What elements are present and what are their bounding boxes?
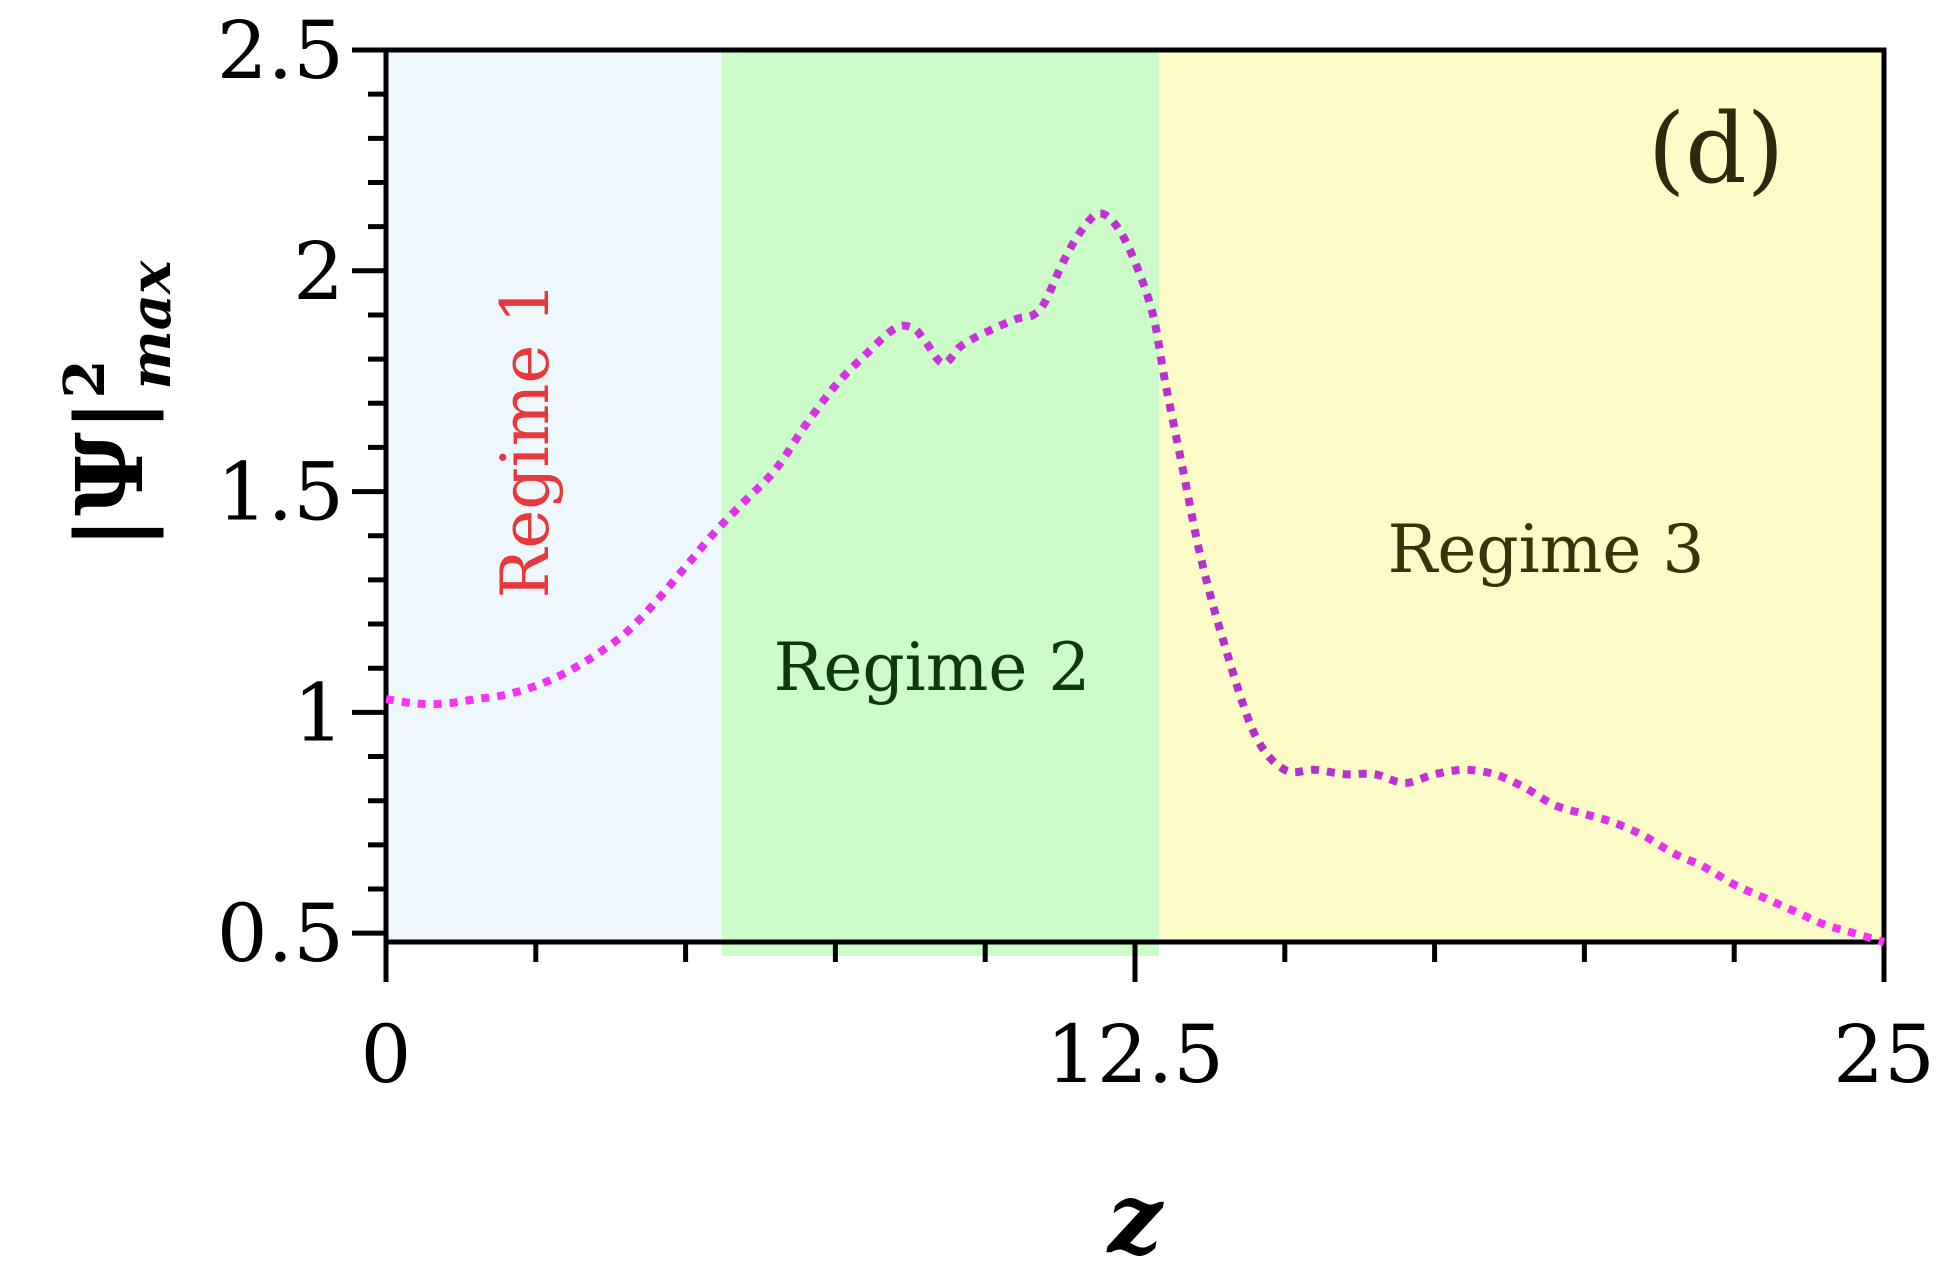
x-tick-label: 0	[361, 1008, 412, 1101]
regime-3-label: Regime 3	[1388, 511, 1705, 588]
series-line-1	[385, 209, 1886, 946]
panel-label: (d)	[1648, 93, 1784, 205]
y-tick-label: 2	[293, 225, 344, 318]
y-axis-title-sup: 2	[52, 360, 118, 399]
regime-region-2	[721, 50, 1159, 956]
regime-regions	[386, 50, 1884, 956]
y-tick-label: 0.5	[217, 887, 344, 980]
y-axis-title-base: |Ψ|	[56, 398, 164, 549]
regime-1-label: Regime 1	[487, 282, 564, 599]
y-tick-label: 2.5	[217, 4, 344, 97]
regime-region-1	[386, 50, 722, 942]
y-axis-title-sub: max	[118, 260, 184, 390]
x-tick-label: 25	[1833, 1008, 1935, 1101]
y-tick-label: 1.5	[217, 446, 344, 539]
regime-2-label: Regime 2	[774, 629, 1091, 706]
x-tick-label: 12.5	[1046, 1008, 1224, 1101]
y-tick-label: 1	[293, 666, 344, 759]
axis-ticks	[352, 47, 1887, 982]
y-axis-title: |Ψ|2max	[52, 260, 184, 549]
tick-labels: 0.5 1 1.5 2 2.5 0 12.5 25	[217, 4, 1935, 1101]
regime-labels: Regime 1 Regime 2 Regime 3	[487, 282, 1704, 706]
regime-region-3	[1158, 50, 1884, 942]
data-series	[385, 209, 1886, 946]
x-axis-title: z	[1106, 1162, 1165, 1265]
